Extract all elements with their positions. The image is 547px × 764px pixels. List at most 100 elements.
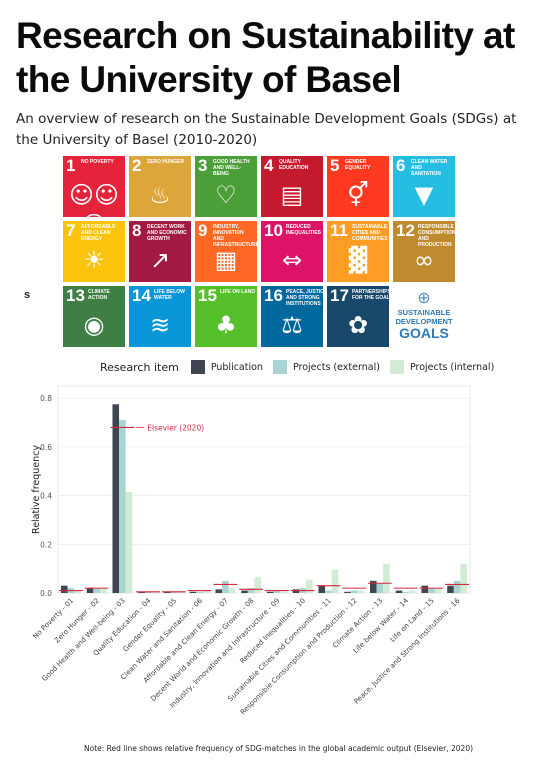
sdg-tile-9: 9 Industry, Innovation and Infrastructure… bbox=[195, 221, 257, 282]
sdg-tile-number: 13 bbox=[66, 286, 85, 305]
bar-projects-internal bbox=[408, 590, 416, 593]
sdg-tile-label: Partnerships for the Goals bbox=[352, 289, 389, 301]
heartbeat-icon: ♡ bbox=[215, 181, 237, 209]
sdg-tile-number: 12 bbox=[396, 221, 415, 240]
sdg-tile-4: 4 Quality Education ▤ bbox=[261, 156, 323, 217]
sdg-tile-number: 8 bbox=[132, 221, 142, 240]
bar-projects-external bbox=[350, 590, 358, 593]
cubes-icon: ▦ bbox=[214, 246, 238, 274]
sdg-tile-3: 3 Good Health and Well-Being ♡ bbox=[195, 156, 257, 217]
book-icon: ▤ bbox=[280, 181, 304, 209]
stray-mark: s bbox=[24, 289, 31, 301]
x-tick-label: Zero Hunger - 02 bbox=[53, 597, 101, 645]
bar-projects-external bbox=[222, 580, 229, 593]
legend-label-projects-external: Projects (external) bbox=[292, 361, 380, 373]
sdg-tile-number: 14 bbox=[132, 286, 151, 305]
city-icon: ▓ bbox=[348, 246, 368, 274]
sdg-tile-label: Climate Action bbox=[88, 289, 110, 301]
sdg-tile-16: 16Peace, Justice and Strong Institutions… bbox=[261, 286, 323, 347]
sdg-tile-label: Gender Equality bbox=[345, 159, 371, 171]
sdg-tile-number: 4 bbox=[264, 156, 274, 175]
sdg-tile-label: Responsible Consumption and Production bbox=[418, 224, 455, 248]
bar-projects-external bbox=[196, 591, 203, 593]
water-drop-icon: ▼ bbox=[414, 181, 434, 209]
sdg-tile-5: 5 Gender Equality ⚥ bbox=[327, 156, 389, 217]
sdg-logo-line1: SUSTAINABLE bbox=[397, 308, 451, 317]
bar-projects-internal bbox=[434, 588, 442, 593]
sdg-tile-label: Clean Water and Sanitation bbox=[411, 159, 448, 177]
sdg-tile-grid: 1 No Poverty ☺☺☺ 2 Zero Hunger ♨ 3 Good Health … bbox=[63, 156, 455, 348]
bar-projects-external bbox=[119, 420, 126, 593]
legend-title: Research item bbox=[100, 360, 179, 374]
sdg-tile-number: 16 bbox=[264, 286, 283, 305]
bar-publication bbox=[369, 580, 377, 593]
sdg-tile-number: 17 bbox=[330, 286, 349, 305]
un-emblem-icon: ⊕ bbox=[417, 288, 431, 307]
sdg-tile-label: Industry, Innovation and Infrastructure bbox=[213, 224, 257, 248]
bar-publication bbox=[241, 590, 248, 593]
sdg-logo-text: SUSTAINABLE DEVELOPMENT GOALS bbox=[393, 308, 455, 341]
page-subtitle: An overview of research on the Sustainab… bbox=[16, 111, 517, 148]
sdg-tile-14: 14 Life Below Water ≋ bbox=[129, 286, 191, 347]
sdg-tile-number: 6 bbox=[396, 156, 406, 175]
bowl-icon: ♨ bbox=[149, 181, 171, 209]
bar-projects-external bbox=[170, 591, 178, 593]
gender-icon: ⚥ bbox=[347, 181, 369, 209]
bar-projects-internal bbox=[305, 579, 313, 593]
flower-ring-icon: ✿ bbox=[347, 311, 369, 339]
bar-publication bbox=[112, 404, 120, 593]
sun-icon: ☀ bbox=[83, 246, 105, 274]
x-tick-label: Climate Action - 13 bbox=[331, 597, 384, 650]
sdg-tile-label: Zero Hunger bbox=[147, 159, 184, 165]
bar-projects-external bbox=[376, 583, 384, 593]
bar-publication bbox=[421, 585, 429, 593]
bar-projects-external bbox=[402, 591, 409, 593]
page-title: Research on Sustainability at the Univer… bbox=[16, 15, 515, 100]
y-tick-label: 0.6 bbox=[40, 443, 52, 452]
family-icon: ☺☺☺ bbox=[68, 181, 120, 217]
bar-publication bbox=[292, 589, 300, 593]
sdg-tile-label: Decent Work and Economic Growth bbox=[147, 224, 187, 242]
y-tick-label: 0.8 bbox=[40, 394, 52, 403]
y-tick-label: 0.2 bbox=[40, 540, 52, 549]
bar-publication bbox=[344, 591, 351, 593]
tree-icon: ♣ bbox=[215, 311, 237, 339]
legend-item-publication: Publication bbox=[190, 360, 263, 374]
bar-projects-internal bbox=[125, 491, 133, 593]
legend-swatch-publication bbox=[190, 360, 205, 374]
bar-projects-internal bbox=[99, 588, 107, 593]
sdg-tile-7: 7 Affordable and Clean Energy ☀ bbox=[63, 221, 125, 282]
bar-publication bbox=[163, 591, 171, 593]
sdg-tile-label: Life on Land bbox=[220, 289, 255, 295]
bar-publication bbox=[86, 588, 94, 593]
sdg-tile-number: 11 bbox=[330, 221, 348, 240]
sdg-logo-line3: GOALS bbox=[399, 325, 449, 341]
bar-publication bbox=[318, 585, 326, 593]
dove-icon: ⚖ bbox=[281, 311, 303, 339]
bar-projects-internal bbox=[280, 591, 287, 593]
legend-swatch-projects-internal bbox=[389, 360, 404, 374]
bar-publication bbox=[138, 591, 145, 593]
chart-legend: Research item Publication Projects (exte… bbox=[100, 356, 504, 378]
fish-icon: ≋ bbox=[149, 311, 171, 339]
legend-item-projects-external: Projects (external) bbox=[272, 360, 380, 374]
sdg-logo-tile: ⊕ SUSTAINABLE DEVELOPMENT GOALS bbox=[393, 286, 455, 347]
legend-label-projects-internal: Projects (internal) bbox=[409, 361, 495, 373]
growth-chart-icon: ↗ bbox=[149, 246, 171, 274]
sdg-tile-number: 3 bbox=[198, 156, 208, 175]
eye-globe-icon: ◉ bbox=[83, 311, 105, 339]
sdg-tile-label: Sustainable Cities and Communities bbox=[352, 224, 388, 242]
sdg-tile-15: 15 Life on Land ♣ bbox=[195, 286, 257, 347]
sdg-tile-1: 1 No Poverty ☺☺☺ bbox=[63, 156, 125, 217]
sdg-tile-13: 13 Climate Action ◉ bbox=[63, 286, 125, 347]
y-axis-label: Relative frequency bbox=[31, 445, 42, 534]
legend-item-projects-internal: Projects (internal) bbox=[389, 360, 495, 374]
bar-projects-internal bbox=[151, 591, 159, 593]
bar-publication bbox=[60, 585, 68, 593]
bar-projects-internal bbox=[383, 563, 390, 593]
sdg-tile-number: 2 bbox=[132, 156, 142, 175]
bar-projects-internal bbox=[357, 590, 365, 593]
equality-icon: ⇔ bbox=[281, 246, 303, 274]
sdg-tile-number: 9 bbox=[198, 221, 208, 240]
